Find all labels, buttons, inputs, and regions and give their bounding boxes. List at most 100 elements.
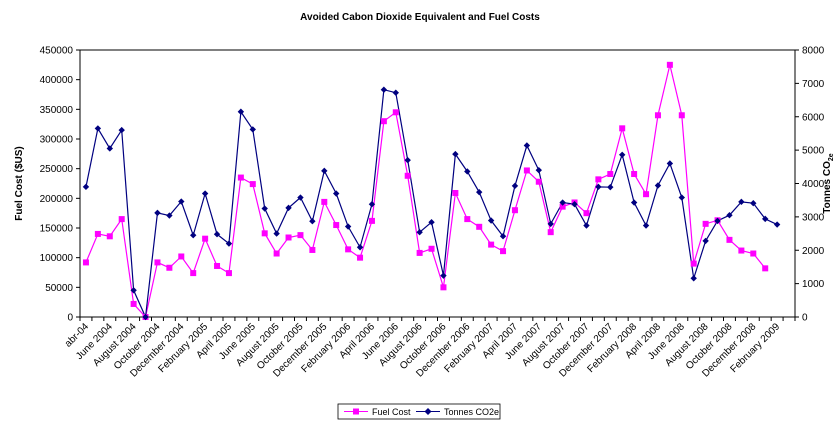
tonnes-co2e-point (535, 166, 542, 174)
left-tick-label: 150000 (40, 224, 74, 235)
left-tick-label: 400000 (40, 75, 74, 86)
left-tick-label: 0 (67, 313, 73, 324)
tonnes-co2e-point (762, 215, 769, 223)
fuel-cost-point (750, 250, 757, 257)
tonnes-co2e-point (714, 217, 721, 225)
fuel-cost-point (666, 61, 673, 68)
tonnes-co2e-point (273, 230, 280, 237)
tonnes-co2e-point (738, 198, 745, 206)
left-axis: 0 50000 100000 150000 200000 250000 300000 3500… (40, 46, 80, 324)
right-tick-label: 2000 (802, 246, 825, 257)
tonnes-co2e-point (750, 199, 757, 207)
fuel-cost-point (523, 167, 530, 174)
right-tick-label: 3000 (802, 212, 825, 223)
tonnes-co2e-point (619, 151, 626, 158)
fuel-cost-point (190, 270, 197, 277)
fuel-cost-point (654, 112, 661, 119)
fuel-cost-point (738, 247, 745, 254)
fuel-cost-point (762, 265, 769, 272)
tonnes-co2e-point (678, 194, 685, 201)
tonnes-co2e-point (452, 150, 459, 158)
left-tick-label: 250000 (40, 164, 74, 175)
fuel-cost-point (392, 109, 399, 116)
tonnes-co2e-point (607, 183, 614, 191)
fuel-cost-point (106, 233, 113, 240)
right-axis-title-main: Tonnes CO (822, 161, 833, 214)
tonnes-co2e-point (690, 275, 697, 282)
fuel-cost-point (82, 259, 89, 266)
fuel-cost-point (249, 181, 256, 188)
tonnes-co2e-point (499, 233, 507, 240)
tonnes-co2e-point (154, 209, 161, 217)
tonnes-co2e-point (440, 272, 447, 279)
fuel-cost-point (225, 270, 232, 277)
fuel-cost-point (214, 262, 221, 269)
tonnes-co2e-point (166, 212, 173, 219)
fuel-cost-point (202, 235, 209, 242)
series-line-1 (85, 88, 778, 320)
fuel-cost-point (702, 220, 709, 227)
tonnes-co2e-point (404, 156, 411, 164)
tonnes-co2e-point (666, 160, 674, 167)
tonnes-co2e-point (94, 125, 102, 132)
left-tick-label: 350000 (40, 105, 74, 116)
tonnes-co2e-point (106, 145, 113, 152)
fuel-cost-point (476, 223, 483, 230)
tonnes-co2e-point (321, 167, 328, 175)
right-axis-title-subscript: 2e (828, 153, 835, 161)
fuel-cost-point (452, 189, 459, 196)
fuel-cost-point (166, 264, 173, 271)
tonnes-co2e-point (642, 222, 650, 229)
fuel-cost-point (273, 250, 280, 257)
legend-tonnes-co2e-label: Tonnes CO2e (444, 407, 499, 417)
fuel-cost-point (404, 172, 411, 179)
fuel-cost-point (321, 198, 328, 205)
fuel-cost-point (643, 191, 650, 198)
tonnes-co2e-point (368, 200, 376, 208)
right-tick-label: 0 (802, 313, 808, 324)
right-axis: 0 1000 2000 3000 4000 5000 6000 7000 8000 (795, 46, 825, 324)
right-tick-label: 6000 (802, 112, 825, 123)
tonnes-co2e-point (344, 223, 352, 230)
tonnes-co2e-point (356, 244, 364, 251)
tonnes-co2e-point (178, 198, 185, 205)
fuel-cost-point (154, 259, 161, 266)
tonnes-co2e-point (595, 183, 602, 191)
left-tick-label: 450000 (40, 46, 74, 57)
right-tick-label: 5000 (802, 146, 825, 157)
fuel-cost-point (380, 118, 387, 125)
tonnes-co2e-point (297, 194, 304, 201)
left-tick-label: 300000 (40, 135, 74, 146)
fuel-cost-point (178, 253, 185, 260)
fuel-cost-point (726, 236, 733, 243)
left-tick-label: 100000 (40, 253, 74, 264)
tonnes-co2e-point (201, 190, 209, 197)
fuel-cost-point (559, 203, 566, 210)
fuel-cost-point (595, 176, 602, 183)
fuel-cost-point (511, 207, 518, 214)
legend: Fuel Cost Tonnes CO2e (337, 403, 501, 420)
fuel-cost-point (130, 300, 137, 307)
tonnes-co2e-point (142, 313, 149, 321)
fuel-cost-point (583, 210, 590, 217)
right-axis-title: Tonnes CO2e (822, 153, 835, 213)
tonnes-co2e-point (237, 108, 245, 115)
fuel-cost-point (678, 112, 685, 119)
series-line-0 (85, 64, 766, 319)
left-tick-label: 50000 (45, 283, 73, 294)
fuel-cost-point (118, 216, 125, 223)
tonnes-co2e-point (702, 237, 709, 245)
tonnes-co2e-point (118, 126, 125, 134)
series-markers (82, 61, 781, 321)
right-tick-label: 4000 (802, 179, 825, 190)
tonnes-co2e-point (511, 182, 519, 190)
fuel-cost-point (690, 260, 697, 267)
fuel-cost-point (368, 217, 375, 224)
tonnes-co2e-point (416, 229, 423, 236)
fuel-cost-point (631, 171, 638, 178)
tonnes-co2e-point (213, 231, 221, 238)
tonnes-co2e-point (130, 287, 137, 294)
tonnes-co2e-point (726, 212, 733, 219)
tonnes-co2e-point (654, 182, 662, 189)
